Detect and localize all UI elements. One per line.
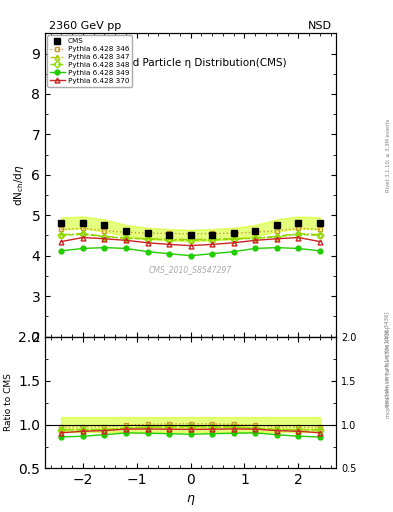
Text: NSD: NSD <box>308 20 332 31</box>
Text: mcplots.cern.ch [arXiv:1306.3436]: mcplots.cern.ch [arXiv:1306.3436] <box>385 312 389 408</box>
Text: 2360 GeV pp: 2360 GeV pp <box>49 20 121 31</box>
Text: mcplots.cern.ch [arXiv:1306.3436]: mcplots.cern.ch [arXiv:1306.3436] <box>386 327 391 418</box>
Text: Charged Particle η Distribution(CMS): Charged Particle η Distribution(CMS) <box>95 57 286 68</box>
Text: Rivet 3.1.10; ≥ 3.3M events: Rivet 3.1.10; ≥ 3.3M events <box>386 118 391 192</box>
Y-axis label: dN$_{\mathregular{ch}}$/d$\eta$: dN$_{\mathregular{ch}}$/d$\eta$ <box>12 164 26 206</box>
Text: CMS_2010_S8547297: CMS_2010_S8547297 <box>149 265 232 274</box>
X-axis label: $\eta$: $\eta$ <box>186 493 195 507</box>
Y-axis label: Ratio to CMS: Ratio to CMS <box>4 374 13 432</box>
Legend: CMS, Pythia 6.428 346, Pythia 6.428 347, Pythia 6.428 348, Pythia 6.428 349, Pyt: CMS, Pythia 6.428 346, Pythia 6.428 347,… <box>48 35 132 87</box>
